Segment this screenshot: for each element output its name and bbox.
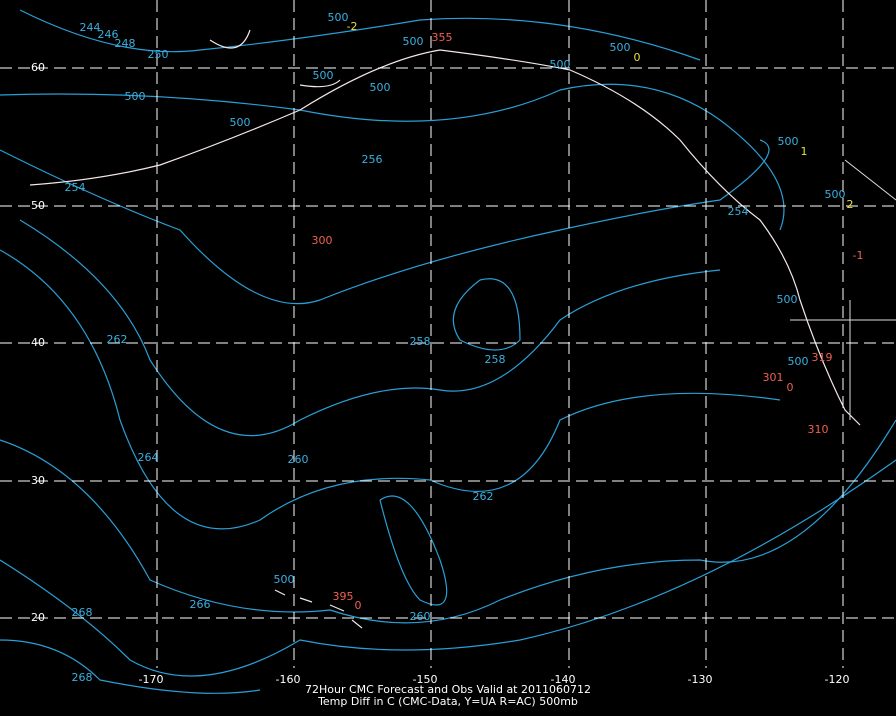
station-label: 301 bbox=[763, 371, 784, 384]
contour-label: 258 bbox=[485, 353, 506, 366]
latitude-label: 50 bbox=[31, 199, 45, 212]
contour-line bbox=[379, 495, 448, 606]
longitude-label: -160 bbox=[276, 673, 301, 686]
station-label: 0 bbox=[787, 381, 794, 394]
station-label: 500 bbox=[230, 116, 251, 129]
longitude-label: -150 bbox=[413, 673, 438, 686]
station-label: 500 bbox=[328, 11, 349, 24]
station-label: 1 bbox=[801, 145, 808, 158]
contour-line bbox=[0, 83, 785, 231]
longitude-label: -170 bbox=[139, 673, 164, 686]
station-label: 0 bbox=[355, 599, 362, 612]
contour-label: 254 bbox=[728, 205, 749, 218]
contour-line bbox=[0, 139, 770, 305]
contour-label: 250 bbox=[148, 48, 169, 61]
station-label: 500 bbox=[778, 135, 799, 148]
contour-line bbox=[0, 249, 781, 530]
contour-label: 268 bbox=[72, 671, 93, 684]
station-label: 300 bbox=[312, 234, 333, 247]
contour-line bbox=[0, 639, 261, 694]
longitude-label: -140 bbox=[551, 673, 576, 686]
station-label: 500 bbox=[125, 90, 146, 103]
station-label: 310 bbox=[808, 423, 829, 436]
contour-label: 260 bbox=[288, 453, 309, 466]
latitude-label: 40 bbox=[31, 336, 45, 349]
contours bbox=[0, 9, 896, 694]
contour-label: 254 bbox=[65, 181, 86, 194]
contour-label: 260 bbox=[410, 610, 431, 623]
contour-label: 256 bbox=[362, 153, 383, 166]
island bbox=[274, 589, 363, 629]
station-label: 500 bbox=[550, 58, 571, 71]
station-label: 395 bbox=[333, 590, 354, 603]
contour-line bbox=[19, 9, 701, 61]
longitude-label: -120 bbox=[825, 673, 850, 686]
title: 72Hour CMC Forecast and Obs Valid at 201… bbox=[305, 683, 591, 696]
contour-line bbox=[0, 459, 896, 677]
station-label: -2 bbox=[347, 20, 358, 33]
contour-line bbox=[452, 278, 521, 351]
contour-line bbox=[19, 219, 721, 437]
station-label: -1 bbox=[853, 249, 864, 262]
station-label: 2 bbox=[847, 198, 854, 211]
contour-label: 264 bbox=[138, 451, 159, 464]
latitude-label: 20 bbox=[31, 611, 45, 624]
latitude-label: 60 bbox=[31, 61, 45, 74]
station-label: 500 bbox=[403, 35, 424, 48]
contour-label: 266 bbox=[190, 598, 211, 611]
contour-label: 268 bbox=[72, 606, 93, 619]
contour-label: 258 bbox=[410, 335, 431, 348]
station-label: 500 bbox=[777, 293, 798, 306]
contour-label: 262 bbox=[107, 333, 128, 346]
coastlines bbox=[29, 29, 896, 629]
station-label: 500 bbox=[274, 573, 295, 586]
coastline bbox=[29, 49, 861, 426]
latitude-label: 30 bbox=[31, 474, 45, 487]
station-label: 500 bbox=[825, 188, 846, 201]
contour-line bbox=[0, 419, 896, 624]
contour-label: 262 bbox=[473, 490, 494, 503]
station-label: 500 bbox=[370, 81, 391, 94]
subtitle: Temp Diff in C (CMC-Data, Y=UA R=AC) 500… bbox=[317, 695, 578, 708]
station-label: 500 bbox=[788, 355, 809, 368]
coastline bbox=[209, 29, 341, 88]
station-label: 500 bbox=[610, 41, 631, 54]
labels: -170 -160 -150 -140 -130 -1206050403020244246… bbox=[31, 11, 863, 686]
station-label: 500 bbox=[313, 69, 334, 82]
contour-label: 244 bbox=[80, 21, 101, 34]
station-label: 355 bbox=[432, 31, 453, 44]
contour-label: 248 bbox=[115, 37, 136, 50]
station-label: 319 bbox=[812, 351, 833, 364]
longitude-label: -130 bbox=[688, 673, 713, 686]
contour-label: 246 bbox=[98, 28, 119, 41]
border bbox=[790, 159, 896, 420]
station-label: 0 bbox=[634, 51, 641, 64]
graticule bbox=[0, 0, 896, 668]
